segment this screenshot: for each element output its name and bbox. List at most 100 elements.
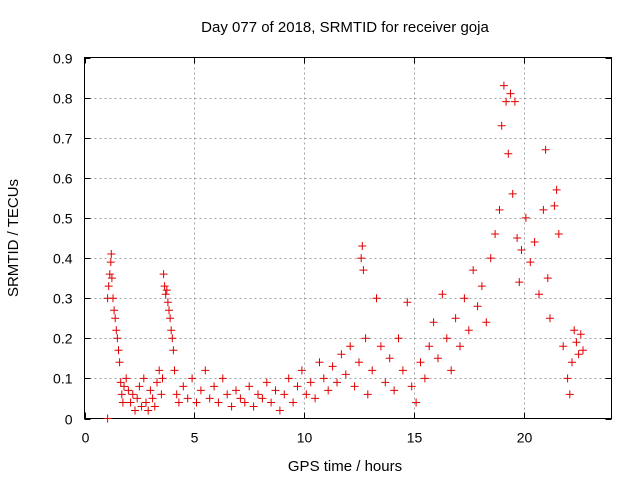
y-tick-label: 0.4 [53, 251, 73, 267]
data-point [131, 406, 139, 415]
data-point [497, 121, 506, 130]
data-point [361, 334, 370, 343]
x-tick-label: 15 [407, 430, 423, 446]
data-point [188, 374, 197, 383]
data-point [153, 378, 161, 387]
data-point [328, 362, 337, 371]
x-tick-label: 0 [82, 430, 90, 446]
data-point [289, 398, 298, 407]
data-point [158, 374, 167, 383]
data-point [142, 398, 150, 407]
data-point [103, 414, 112, 423]
data-point [109, 294, 117, 303]
data-point [572, 338, 581, 347]
data-point [205, 394, 214, 403]
data-point [128, 390, 137, 399]
data-point [337, 350, 346, 359]
data-point [280, 390, 289, 399]
data-point [491, 230, 500, 238]
data-point [504, 149, 513, 158]
data-point [570, 326, 579, 335]
grid-lines [84, 57, 612, 419]
data-point [107, 250, 116, 258]
chart-title: Day 077 of 2018, SRMTID for receiver goj… [201, 19, 489, 36]
data-point [105, 270, 114, 279]
data-point [469, 266, 478, 275]
data-point [254, 390, 262, 399]
data-point [506, 89, 515, 98]
data-point [111, 314, 120, 323]
data-point [319, 374, 328, 383]
data-point [165, 306, 173, 315]
y-tick-label: 0.9 [53, 51, 73, 67]
data-point [115, 358, 124, 367]
data-point [157, 390, 166, 399]
data-point [214, 398, 223, 407]
y-tick-label: 0.8 [53, 91, 73, 107]
data-point [442, 334, 451, 343]
data-point [502, 97, 511, 106]
data-point [495, 205, 504, 214]
data-point [293, 382, 302, 391]
data-point [368, 366, 377, 375]
data-point [297, 366, 306, 375]
data-point [146, 386, 155, 395]
data-point [144, 406, 153, 415]
data-point [460, 294, 469, 303]
data-point [166, 314, 175, 323]
data-point [201, 366, 210, 375]
data-point [172, 390, 181, 399]
data-point [359, 266, 368, 275]
data-point [167, 326, 176, 335]
y-tick-label: 0 [65, 412, 73, 428]
y-tick-label: 0.1 [53, 371, 73, 387]
data-point [162, 286, 171, 295]
data-point [438, 290, 447, 299]
data-point [116, 378, 125, 387]
data-point [196, 386, 205, 395]
x-tick-label: 10 [297, 430, 313, 446]
data-point [541, 145, 550, 154]
data-point [267, 398, 276, 407]
x-tick-label: 5 [191, 430, 199, 446]
data-point [218, 374, 227, 383]
data-point [275, 406, 284, 415]
data-point [407, 382, 416, 391]
data-point [236, 394, 245, 403]
data-point [306, 378, 315, 387]
data-point [508, 189, 517, 198]
data-point [477, 282, 486, 291]
data-point [456, 342, 464, 351]
data-points [103, 81, 587, 423]
data-point [403, 298, 412, 307]
data-point [117, 390, 126, 399]
data-point [258, 394, 267, 403]
data-point [535, 290, 543, 299]
data-point [106, 258, 115, 267]
data-point [135, 382, 144, 391]
data-point [183, 394, 192, 403]
data-point [486, 254, 495, 263]
data-point [249, 402, 258, 411]
data-point [579, 346, 587, 355]
plot-frame [84, 57, 612, 419]
data-point [350, 382, 359, 391]
data-point [169, 346, 178, 355]
data-point [341, 370, 350, 379]
data-point [482, 318, 491, 327]
data-point [163, 298, 172, 307]
data-point [240, 398, 249, 407]
x-axis-title: GPS time / hours [288, 458, 402, 475]
data-point [227, 402, 236, 411]
data-point [510, 97, 519, 106]
axis-ticks [84, 57, 612, 420]
data-point [311, 394, 320, 403]
data-point [576, 330, 585, 339]
data-point [358, 242, 367, 250]
data-point [210, 382, 219, 391]
data-point [284, 374, 293, 383]
data-point [513, 234, 522, 242]
data-point [416, 358, 425, 367]
data-point [139, 374, 148, 383]
data-point [385, 354, 394, 363]
